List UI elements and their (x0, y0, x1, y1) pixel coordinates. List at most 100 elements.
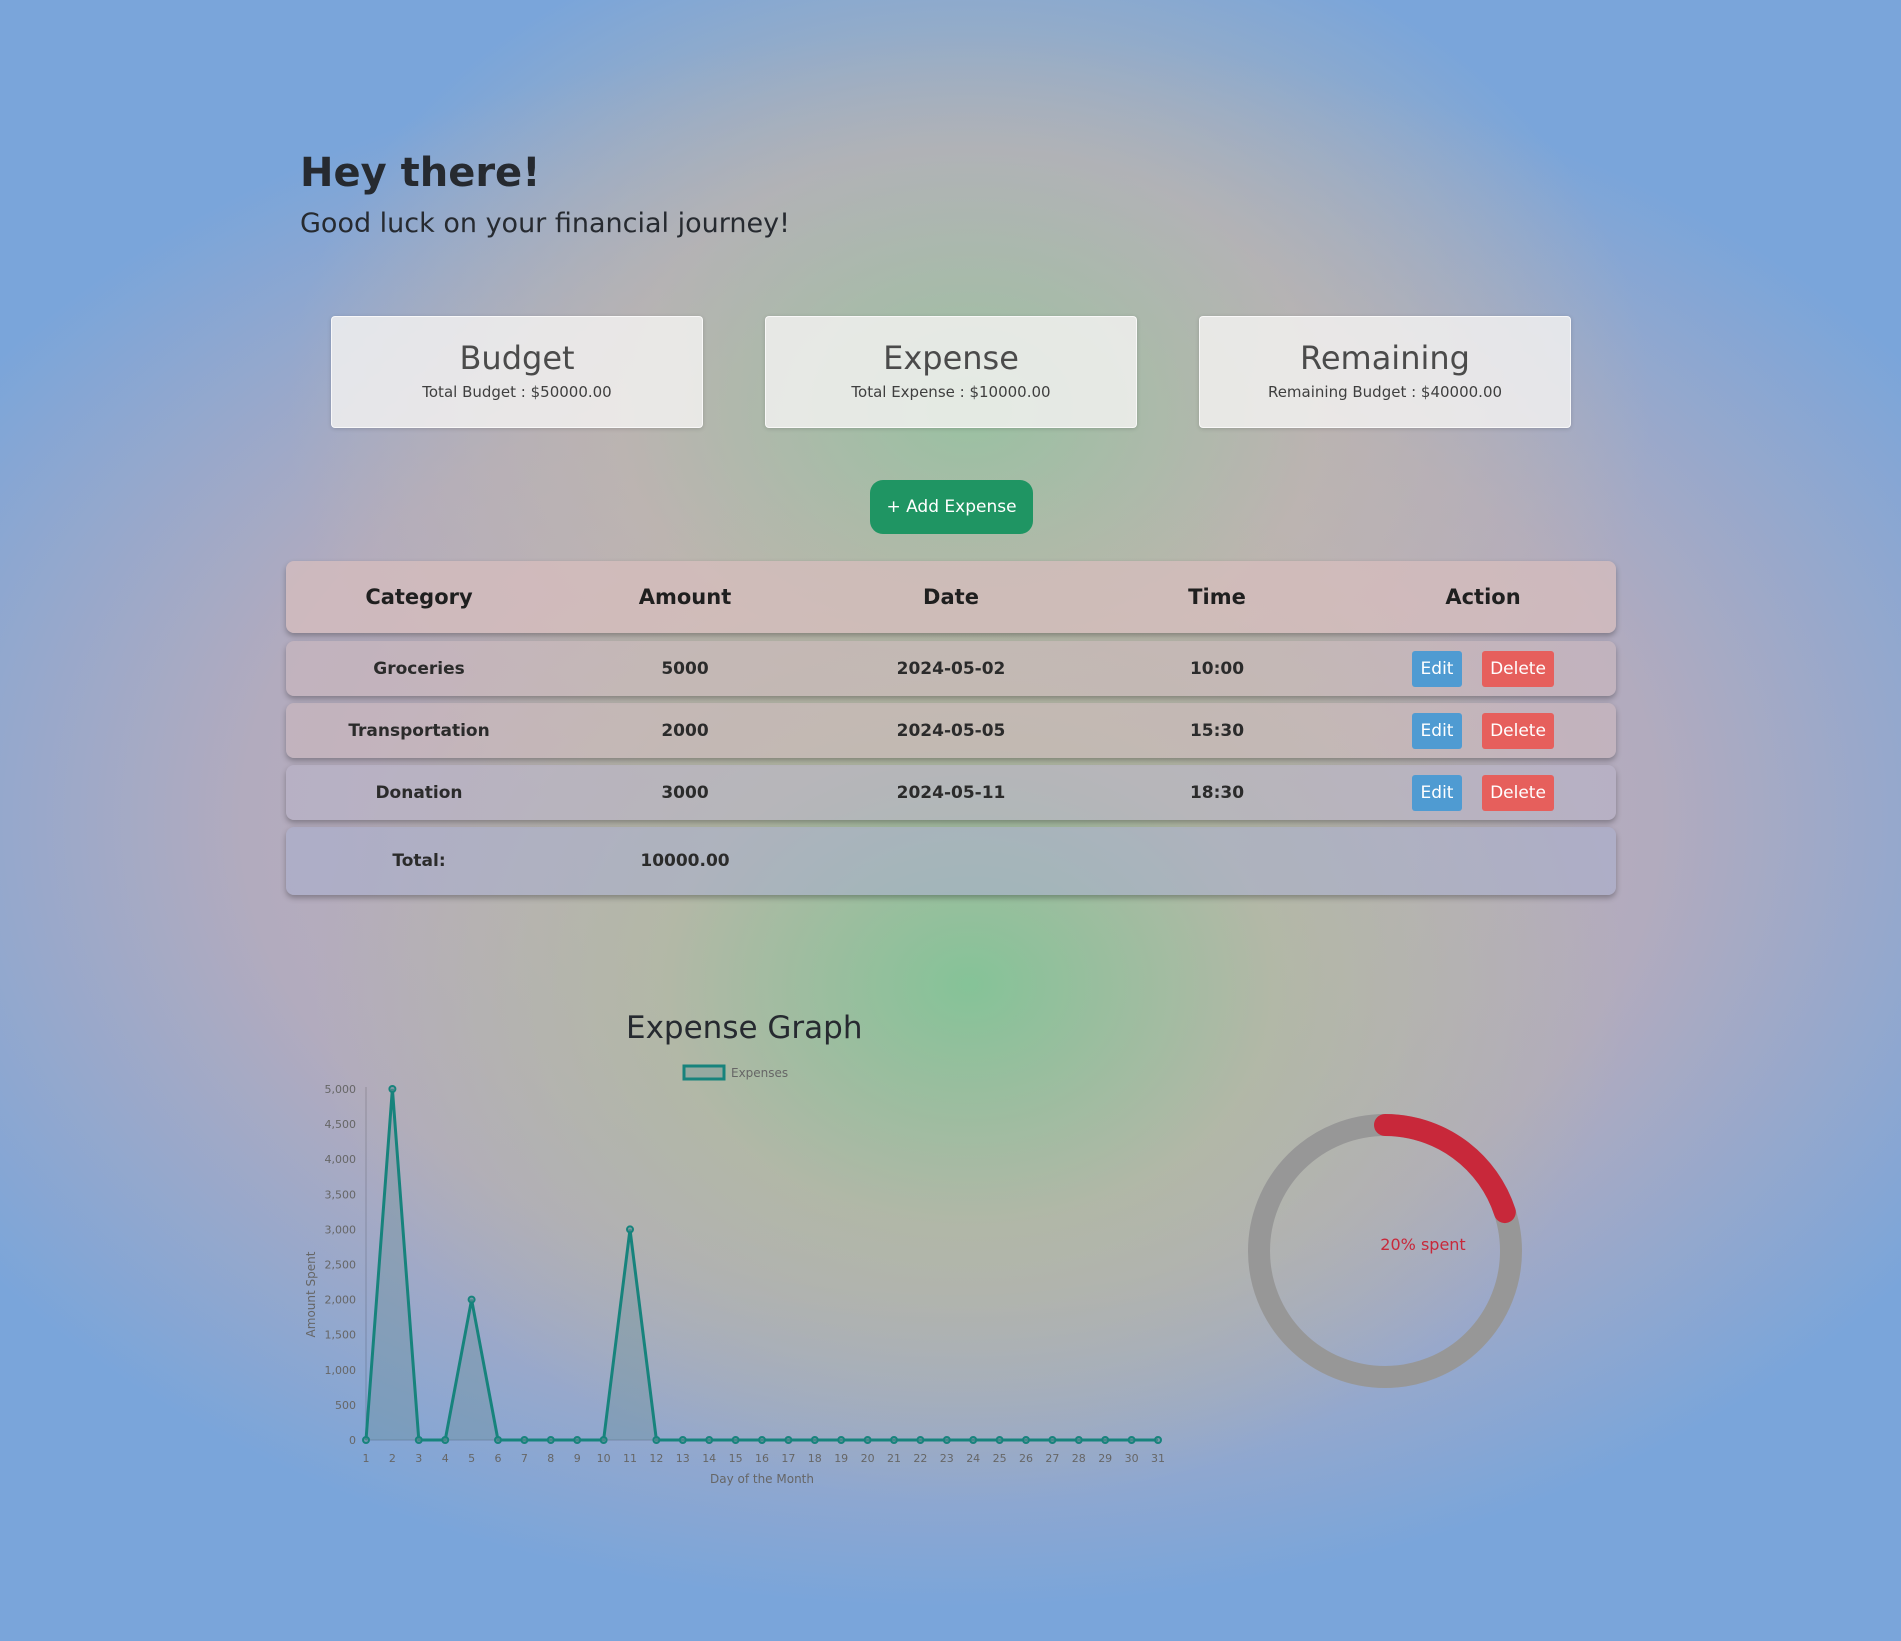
data-point (441, 1436, 450, 1444)
expense-card: Expense Total Expense : $10000.00 (765, 316, 1137, 428)
x-tick-label: 1 (363, 1452, 370, 1465)
x-tick-label: 13 (676, 1452, 690, 1465)
data-point (1022, 1436, 1030, 1444)
x-tick-label: 30 (1125, 1452, 1139, 1465)
expense-card-title: Expense (883, 339, 1019, 377)
delete-button[interactable]: Delete (1482, 650, 1554, 687)
row-amount: 3000 (661, 782, 709, 803)
edit-button[interactable]: Edit (1412, 650, 1462, 687)
y-tick-label: 1,000 (325, 1364, 357, 1377)
data-point (362, 1436, 370, 1444)
x-tick-label: 3 (415, 1452, 422, 1465)
x-tick-label: 20 (861, 1452, 875, 1465)
data-point (784, 1436, 793, 1444)
remaining-card-text: Remaining Budget : $40000.00 (1267, 383, 1503, 401)
x-tick-label: 11 (623, 1452, 637, 1465)
remaining-card-title: Remaining (1300, 339, 1470, 377)
data-point (678, 1436, 687, 1444)
y-tick-label: 2,500 (325, 1259, 357, 1272)
row-time: 10:00 (1189, 658, 1245, 679)
data-point (626, 1225, 634, 1234)
data-point (969, 1436, 978, 1444)
x-tick-label: 27 (1045, 1452, 1059, 1465)
y-tick-label: 3,500 (325, 1188, 357, 1201)
row-date: 2024-05-02 (896, 658, 1006, 679)
x-tick-label: 25 (993, 1452, 1007, 1465)
x-tick-label: 12 (649, 1452, 663, 1465)
total-label: Total: (392, 851, 446, 871)
greeting-subtitle: Good luck on your financial journey! (300, 208, 790, 239)
x-tick-label: 31 (1151, 1452, 1165, 1465)
y-tick-label: 4,000 (325, 1153, 357, 1166)
x-tick-label: 14 (702, 1452, 716, 1465)
data-point (467, 1295, 476, 1304)
row-actions: Edit Delete (1350, 641, 1616, 696)
column-header-action: Action (1445, 585, 1521, 609)
row-actions: Edit Delete (1350, 765, 1616, 820)
row-category: Groceries (373, 658, 465, 679)
x-axis-label: Day of the Month (710, 1472, 814, 1486)
x-tick-label: 21 (887, 1452, 901, 1465)
data-point (837, 1436, 846, 1444)
delete-button[interactable]: Delete (1482, 774, 1554, 811)
column-header-category: Category (365, 585, 473, 609)
chart-title: Expense Graph (626, 1010, 863, 1046)
budget-card: Budget Total Budget : $50000.00 (331, 316, 703, 428)
remaining-card: Remaining Remaining Budget : $40000.00 (1199, 316, 1571, 428)
delete-button[interactable]: Delete (1482, 712, 1554, 749)
data-point (1154, 1436, 1162, 1444)
table-row: Transportation 2000 2024-05-05 15:30 Edi… (286, 703, 1616, 758)
row-actions: Edit Delete (1350, 703, 1616, 758)
data-point (995, 1436, 1004, 1444)
column-header-amount: Amount (638, 585, 732, 609)
series-area (366, 1089, 1158, 1440)
edit-button[interactable]: Edit (1412, 712, 1462, 749)
row-date: 2024-05-05 (896, 720, 1006, 741)
x-tick-label: 26 (1019, 1452, 1033, 1465)
y-tick-label: 1,500 (325, 1329, 357, 1342)
row-time: 15:30 (1189, 720, 1245, 741)
legend-swatch (682, 1064, 726, 1081)
x-tick-label: 24 (966, 1452, 980, 1465)
data-point (599, 1436, 608, 1444)
data-point (652, 1436, 661, 1444)
donut-spent-arc (1374, 1114, 1516, 1224)
data-point (1074, 1436, 1083, 1444)
data-point (388, 1085, 397, 1093)
total-value: 10000.00 (640, 851, 730, 871)
data-point (520, 1436, 529, 1444)
budget-card-text: Total Budget : $50000.00 (422, 383, 612, 401)
table-header: Category Amount Date Time Action (286, 561, 1616, 633)
x-tick-label: 10 (597, 1452, 611, 1465)
data-point (916, 1436, 925, 1444)
row-amount: 2000 (661, 720, 709, 741)
x-tick-label: 15 (729, 1452, 743, 1465)
greeting-title: Hey there! (300, 150, 541, 196)
column-header-date: Date (923, 585, 979, 609)
x-tick-label: 19 (834, 1452, 848, 1465)
budget-donut-chart: 20% spent (1248, 1114, 1522, 1388)
row-category: Transportation (348, 720, 490, 741)
row-category: Donation (375, 782, 463, 803)
y-tick-label: 0 (349, 1434, 356, 1447)
x-tick-label: 6 (495, 1452, 502, 1465)
series-line (364, 1088, 1158, 1442)
data-point (494, 1436, 502, 1444)
table-row: Groceries 5000 2024-05-02 10:00 Edit Del… (286, 641, 1616, 696)
table-row: Donation 3000 2024-05-11 18:30 Edit Dele… (286, 765, 1616, 820)
x-tick-label: 8 (547, 1452, 554, 1465)
x-tick-label: 17 (781, 1452, 795, 1465)
data-point (810, 1436, 819, 1444)
edit-button[interactable]: Edit (1412, 774, 1462, 811)
data-point (942, 1436, 951, 1444)
y-tick-label: 4,500 (325, 1118, 357, 1131)
row-time: 18:30 (1189, 782, 1245, 803)
x-tick-label: 16 (755, 1452, 769, 1465)
y-tick-label: 2,000 (325, 1294, 357, 1307)
row-amount: 5000 (661, 658, 709, 679)
x-tick-label: 28 (1072, 1452, 1086, 1465)
data-point (1048, 1436, 1057, 1444)
x-tick-label: 4 (442, 1452, 449, 1465)
add-expense-button[interactable]: + Add Expense (870, 480, 1033, 534)
